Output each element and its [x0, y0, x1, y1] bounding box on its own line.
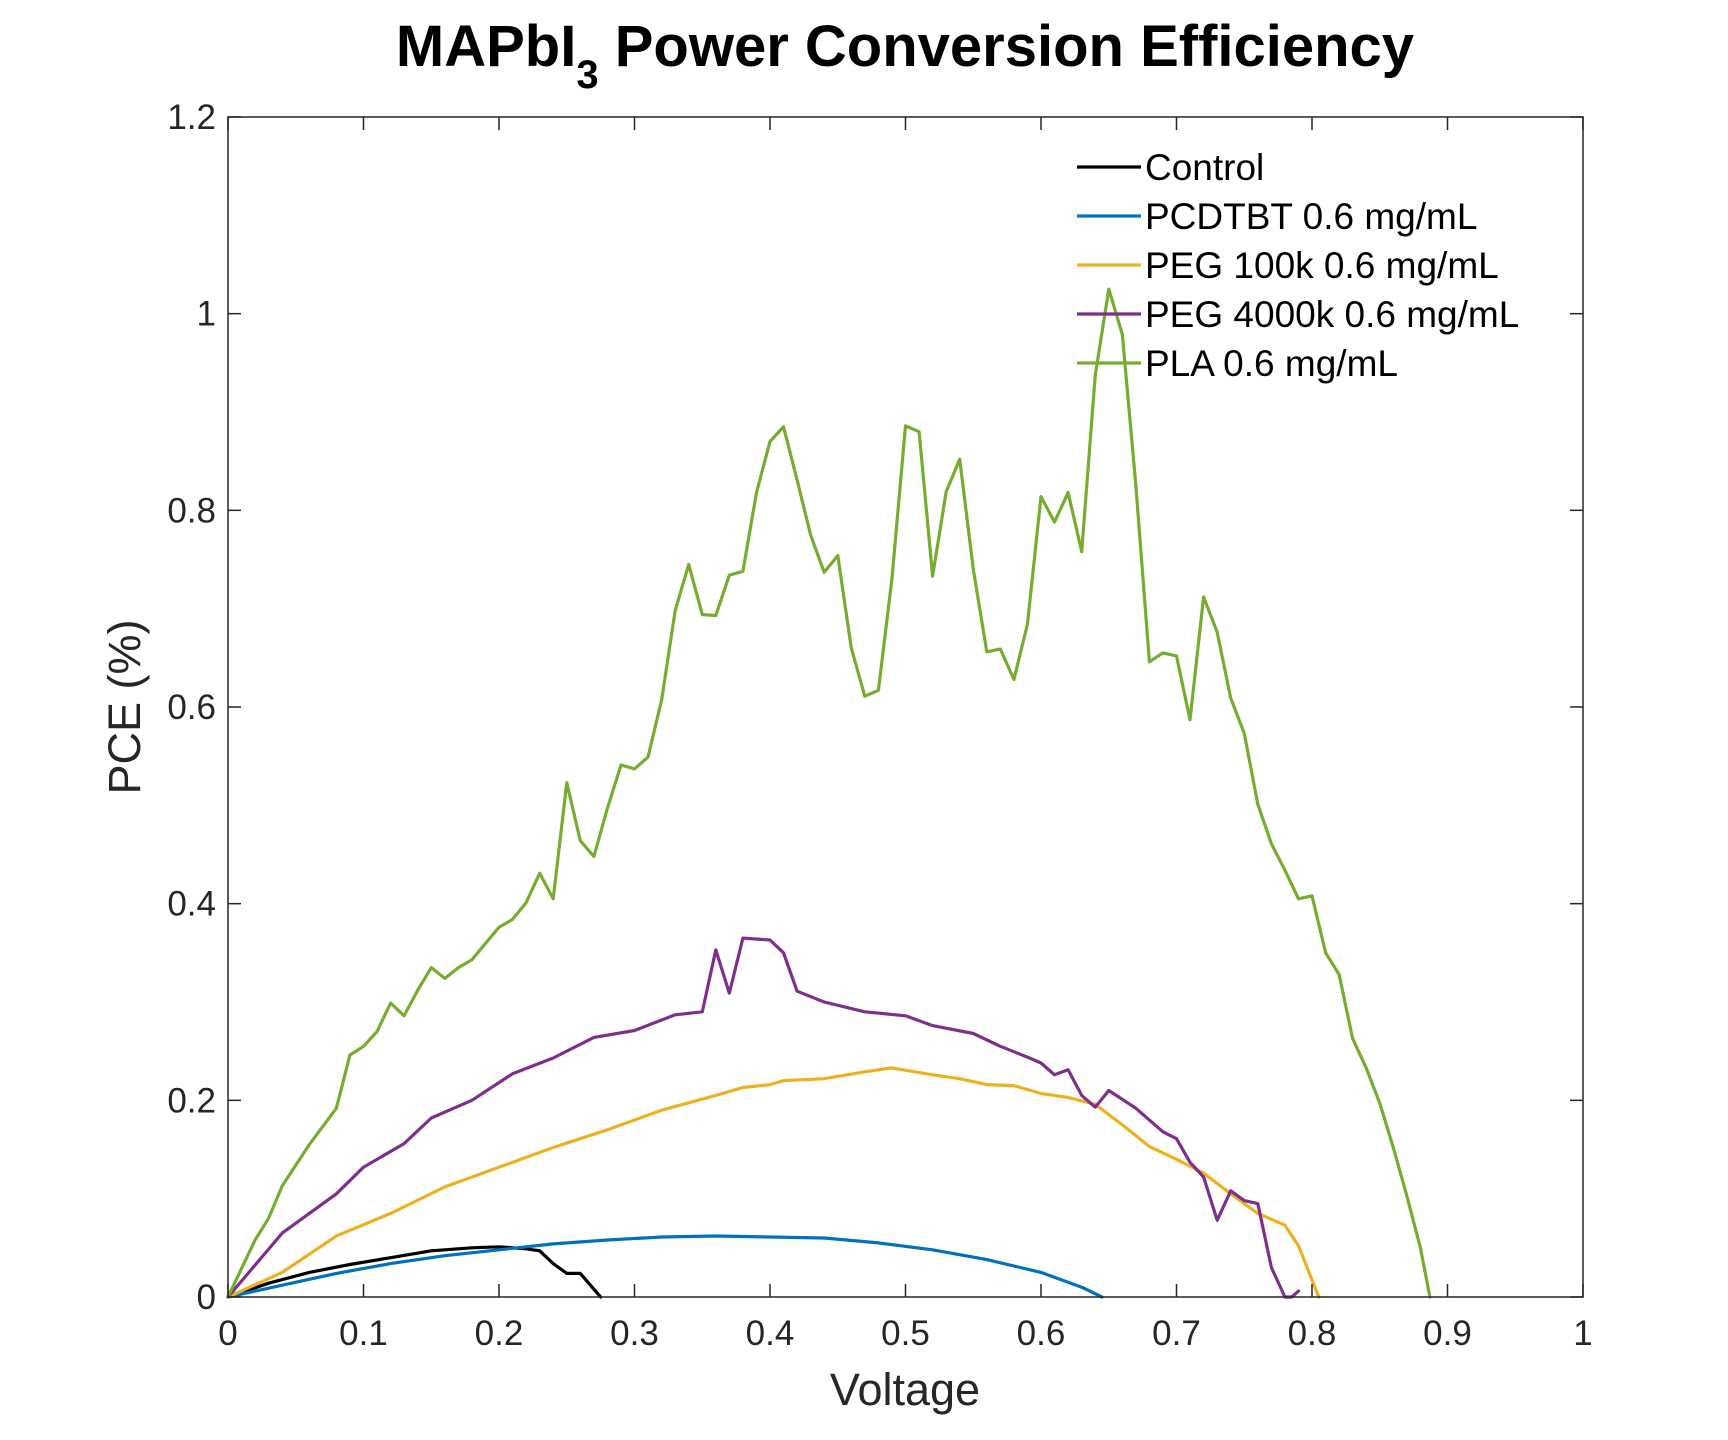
y-tick-label: 0.4 [167, 885, 216, 924]
legend-label: PEG 100k 0.6 mg/mL [1145, 245, 1499, 286]
series-line-3 [226, 936, 1301, 1299]
x-tick-label: 0.8 [1288, 1314, 1337, 1353]
chart-title: MAPbI3 Power Conversion Efficiency [396, 14, 1414, 97]
x-axis-label: Voltage [830, 1364, 980, 1415]
series-line-1 [226, 1234, 1104, 1299]
series-line-0 [226, 1245, 603, 1299]
y-tick-label: 0.6 [167, 688, 216, 727]
x-tick-label: 0 [218, 1314, 237, 1353]
x-tick-label: 1 [1573, 1314, 1592, 1353]
ticks-layer: 0 0.1 0.2 0.3 0.4 0.5 0.6 0.7 0.8 0.9 1 0 0.2 0.4 0.6 0… [167, 98, 1592, 1353]
x-tick-label: 0.2 [475, 1314, 524, 1353]
x-tick-label: 0.1 [339, 1314, 388, 1353]
x-tick-label: 0.9 [1423, 1314, 1472, 1353]
legend-label: PEG 4000k 0.6 mg/mL [1145, 294, 1519, 335]
x-tick-label: 0.6 [1017, 1314, 1066, 1353]
x-tick-label: 0.7 [1152, 1314, 1201, 1353]
y-tick-label: 1.2 [167, 98, 216, 137]
x-tick-label: 0.4 [746, 1314, 795, 1353]
y-tick-label: 0.8 [167, 491, 216, 530]
plot-area [228, 117, 1583, 1297]
y-tick-label: 0 [197, 1278, 216, 1317]
legend-label: Control [1145, 147, 1264, 188]
y-tick-label: 1 [197, 295, 216, 334]
x-tick-label: 0.5 [881, 1314, 930, 1353]
series-line-4 [226, 287, 1432, 1299]
chart-title-rest: Power Conversion Efficiency [599, 14, 1414, 79]
y-axis-label: PCE (%) [99, 619, 150, 794]
legend: Control PCDTBT 0.6 mg/mL PEG 100k 0.6 mg/m… [1077, 147, 1519, 384]
chart-title-subscript: 3 [576, 53, 598, 97]
legend-label: PCDTBT 0.6 mg/mL [1145, 196, 1477, 237]
series-layer [226, 287, 1432, 1299]
x-tick-label: 0.3 [610, 1314, 659, 1353]
legend-label: PLA 0.6 mg/mL [1145, 343, 1398, 384]
y-tick-label: 0.2 [167, 1081, 216, 1120]
chart-title-main: MAPbI [396, 14, 576, 79]
